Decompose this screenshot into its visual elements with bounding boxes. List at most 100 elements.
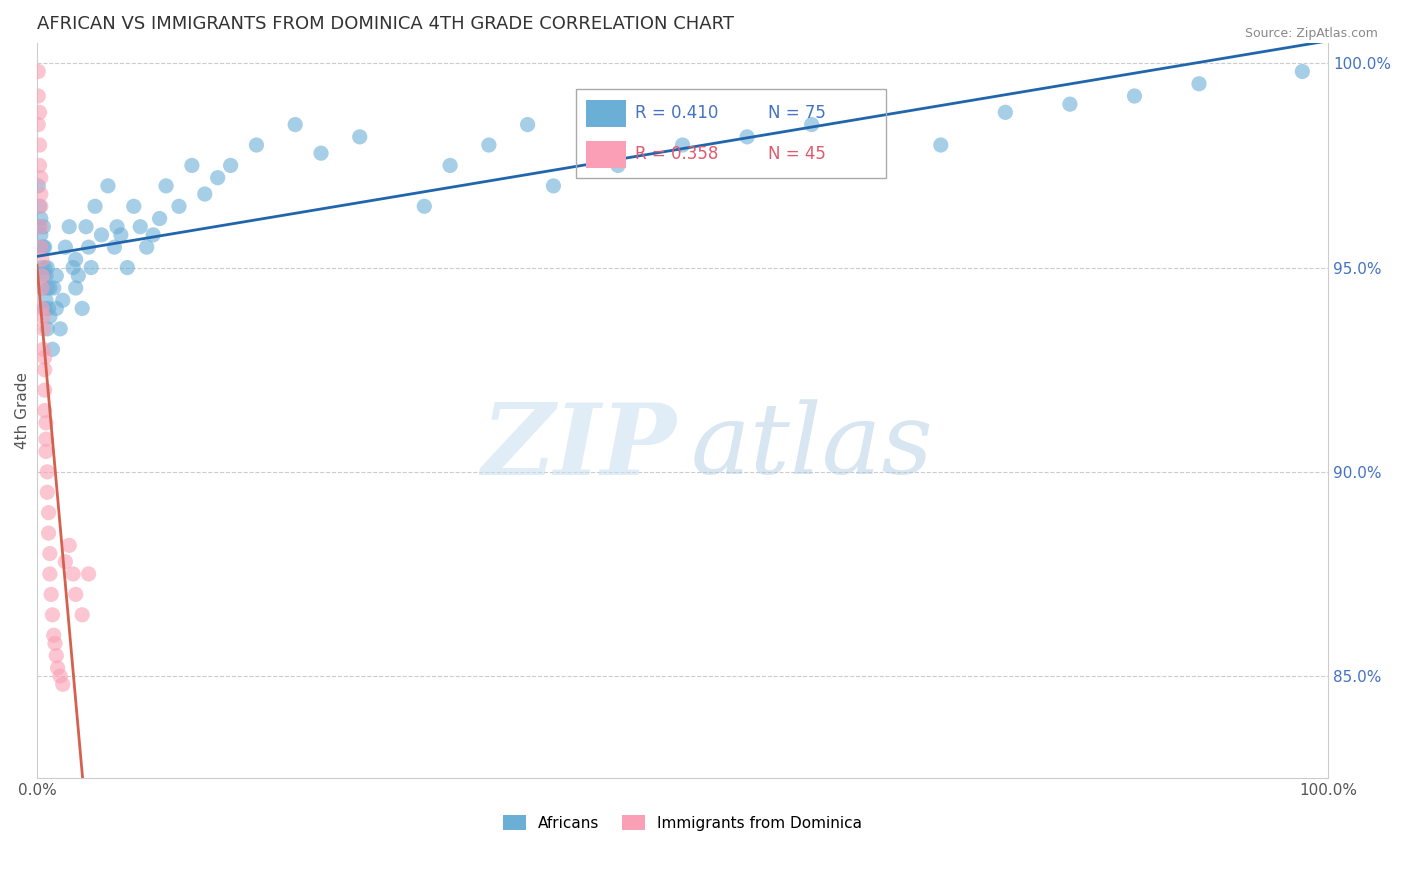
Point	[349, 129, 371, 144]
Point	[34, 260, 56, 275]
Point	[45, 301, 67, 316]
Point	[37, 281, 59, 295]
Point	[58, 219, 80, 234]
Point	[1123, 89, 1146, 103]
Y-axis label: 4th Grade: 4th Grade	[15, 372, 30, 449]
Text: ZIP: ZIP	[482, 399, 676, 496]
Point	[28, 158, 51, 172]
Point	[31, 301, 53, 316]
Point	[58, 538, 80, 552]
Text: R = 0.358: R = 0.358	[636, 145, 718, 163]
Point	[32, 219, 55, 234]
Point	[31, 268, 53, 283]
Point	[30, 199, 52, 213]
Point	[52, 293, 75, 308]
Point	[65, 587, 87, 601]
Point	[53, 240, 76, 254]
Point	[34, 403, 56, 417]
Point	[84, 199, 107, 213]
Point	[90, 227, 112, 242]
Point	[103, 240, 125, 254]
Point	[28, 219, 51, 234]
Point	[34, 362, 56, 376]
Point	[30, 219, 52, 234]
Point	[75, 219, 97, 234]
Point	[38, 526, 60, 541]
Point	[994, 105, 1017, 120]
Point	[167, 199, 190, 213]
Text: N = 45: N = 45	[768, 145, 827, 163]
Point	[53, 555, 76, 569]
Point	[62, 566, 84, 581]
Point	[929, 138, 952, 153]
Point	[30, 187, 52, 202]
Point	[97, 178, 120, 193]
Point	[45, 268, 67, 283]
Point	[37, 260, 59, 275]
Point	[38, 506, 60, 520]
Point	[32, 268, 55, 283]
Point	[67, 268, 90, 283]
Point	[671, 138, 693, 153]
Bar	[586, 141, 626, 168]
Point	[1059, 97, 1081, 112]
Point	[37, 322, 59, 336]
Point	[1188, 77, 1211, 91]
Point	[110, 227, 132, 242]
Legend: Africans, Immigrants from Dominica: Africans, Immigrants from Dominica	[496, 808, 869, 837]
Point	[42, 281, 65, 295]
Point	[142, 227, 165, 242]
Point	[27, 118, 49, 132]
Text: Source: ZipAtlas.com: Source: ZipAtlas.com	[1244, 27, 1378, 40]
Point	[34, 351, 56, 365]
Point	[800, 118, 823, 132]
Point	[70, 607, 93, 622]
Point	[543, 178, 565, 193]
Point	[30, 170, 52, 185]
Point	[35, 432, 58, 446]
Point	[30, 240, 52, 254]
Point	[49, 322, 72, 336]
Point	[65, 281, 87, 295]
Point	[70, 301, 93, 316]
Point	[31, 260, 53, 275]
Point	[52, 677, 75, 691]
Point	[28, 199, 51, 213]
Text: N = 75: N = 75	[768, 104, 827, 122]
Point	[41, 607, 63, 622]
Point	[207, 170, 229, 185]
Point	[77, 240, 100, 254]
Point	[413, 199, 436, 213]
Point	[155, 178, 177, 193]
Point	[38, 547, 60, 561]
Point	[35, 444, 58, 458]
Point	[27, 89, 49, 103]
Point	[44, 636, 66, 650]
Point	[245, 138, 267, 153]
Point	[80, 260, 103, 275]
Point	[180, 158, 202, 172]
Point	[34, 240, 56, 254]
Point	[31, 281, 53, 295]
Point	[117, 260, 139, 275]
Point	[735, 129, 758, 144]
Point	[478, 138, 501, 153]
Point	[28, 138, 51, 153]
Bar	[586, 100, 626, 127]
Point	[105, 219, 128, 234]
Point	[32, 240, 55, 254]
Point	[30, 227, 52, 242]
Point	[35, 268, 58, 283]
Point	[129, 219, 152, 234]
Point	[37, 465, 59, 479]
Point	[49, 669, 72, 683]
Point	[30, 240, 52, 254]
Point	[27, 178, 49, 193]
Text: R = 0.410: R = 0.410	[636, 104, 718, 122]
Point	[607, 158, 630, 172]
Point	[135, 240, 157, 254]
Point	[65, 252, 87, 267]
Point	[77, 566, 100, 581]
Point	[62, 260, 84, 275]
Point	[194, 187, 217, 202]
